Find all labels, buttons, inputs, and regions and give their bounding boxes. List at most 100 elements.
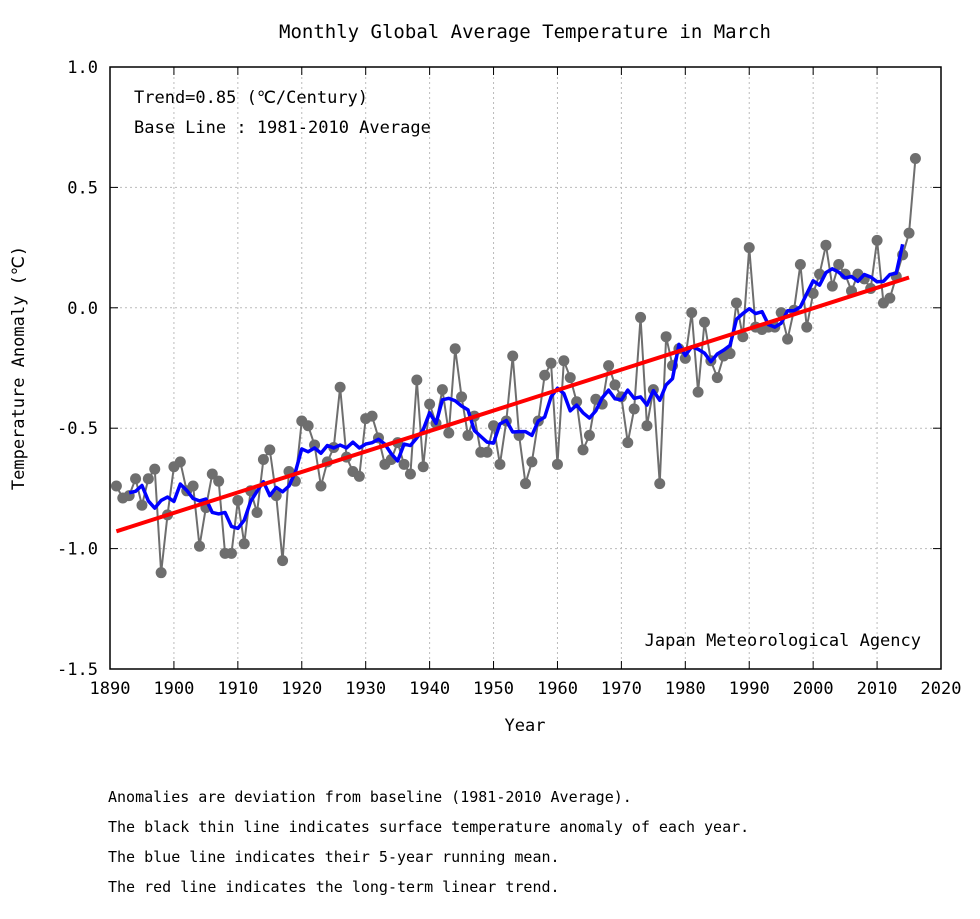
note-line: The black thin line indicates surface te… <box>108 818 750 836</box>
annual-anomaly-point <box>507 350 519 362</box>
annual-anomaly-point <box>909 153 921 165</box>
x-tick-label: 2000 <box>793 679 834 699</box>
annual-anomaly-point <box>136 499 148 511</box>
x-tick-label: 1970 <box>601 679 642 699</box>
y-tick-label: -0.5 <box>57 419 98 439</box>
annual-anomaly-point <box>884 292 896 304</box>
annual-anomaly-point <box>564 372 576 384</box>
annual-anomaly-point <box>545 357 557 369</box>
annual-anomaly-point <box>366 410 378 422</box>
annual-anomaly-point <box>660 331 672 343</box>
grid <box>109 66 942 670</box>
x-tick-label: 1990 <box>729 679 770 699</box>
x-tick-label: 1930 <box>345 679 386 699</box>
annual-anomaly-point <box>724 348 736 360</box>
annual-anomaly-point <box>257 454 269 466</box>
annual-anomaly-point <box>353 470 365 482</box>
annual-anomaly-point <box>456 391 468 403</box>
annual-anomaly-point <box>481 446 493 458</box>
annual-anomaly-point <box>903 227 915 239</box>
note-line: The red line indicates the long-term lin… <box>108 878 560 896</box>
annual-anomaly-point <box>251 506 263 518</box>
annual-anomaly-point <box>711 372 723 384</box>
note-line: Anomalies are deviation from baseline (1… <box>108 788 632 806</box>
annual-anomaly-point <box>628 403 640 415</box>
note-line: The blue line indicates their 5-year run… <box>108 848 560 866</box>
annual-anomaly-point <box>174 456 186 468</box>
annual-anomaly-point <box>801 321 813 333</box>
annual-anomaly-point <box>110 480 122 492</box>
annual-anomaly-point <box>488 420 500 432</box>
annual-anomaly-point <box>424 398 436 410</box>
annual-anomaly-point <box>155 567 167 579</box>
trend-annotation: Trend=0.85 (℃/Century) <box>134 88 368 108</box>
annual-anomaly-point <box>411 374 423 386</box>
x-tick-label: 1900 <box>153 679 194 699</box>
y-axis-label: Temperature Anomaly (℃) <box>9 246 29 490</box>
x-tick-label: 1950 <box>473 679 514 699</box>
annual-anomaly-point <box>436 384 448 396</box>
baseline-annotation: Base Line : 1981-2010 Average <box>134 118 431 138</box>
annual-anomaly-point <box>571 396 583 408</box>
annual-anomaly-point <box>213 475 225 487</box>
annual-anomaly-point <box>820 239 832 251</box>
annual-anomaly-point <box>743 242 755 254</box>
annual-anomaly-point <box>692 386 704 398</box>
annual-anomaly-point <box>609 379 621 391</box>
x-axis-label: Year <box>505 716 546 736</box>
annual-anomaly-point <box>264 444 276 456</box>
x-tick-label: 1940 <box>409 679 450 699</box>
x-tick-label: 2020 <box>921 679 962 699</box>
annual-anomaly-point <box>558 355 570 367</box>
x-tick-label: 1910 <box>217 679 258 699</box>
annual-anomaly-point <box>539 369 551 381</box>
annual-anomaly-point <box>871 234 883 246</box>
annual-anomaly-point <box>526 456 538 468</box>
x-tick-label: 1960 <box>537 679 578 699</box>
notes: Anomalies are deviation from baseline (1… <box>108 782 749 902</box>
annual-anomaly-point <box>206 468 218 480</box>
annual-anomaly-point <box>302 420 314 432</box>
chart-title: Monthly Global Average Temperature in Ma… <box>279 21 771 43</box>
annual-anomaly-point <box>520 478 531 490</box>
annual-anomaly-point <box>782 333 794 345</box>
annual-anomaly-point <box>462 429 474 441</box>
annual-anomaly-point <box>449 343 461 355</box>
annual-anomaly-point <box>686 307 698 319</box>
annual-anomaly-point <box>826 280 838 292</box>
annual-anomaly-point <box>232 494 244 506</box>
plot-frame <box>109 66 942 670</box>
y-tick-label: 0.0 <box>67 299 98 319</box>
annual-anomaly-point <box>807 287 819 299</box>
annual-anomaly-point <box>737 331 749 343</box>
annual-anomaly-point <box>149 463 161 475</box>
y-tick-label: -1.5 <box>57 660 98 680</box>
annual-anomaly-point <box>583 429 595 441</box>
annual-anomaly-point <box>238 538 250 550</box>
annual-anomaly-point <box>494 458 506 470</box>
annual-anomaly-point <box>730 297 742 309</box>
annual-anomaly-point <box>443 427 455 439</box>
source-annotation: Japan Meteorological Agency <box>645 631 921 651</box>
annual-anomaly-point <box>142 473 154 485</box>
x-tick-label: 1890 <box>90 679 131 699</box>
y-tick-label: 0.5 <box>67 178 98 198</box>
annual-anomaly-point <box>277 555 289 567</box>
x-tick-label: 2010 <box>857 679 898 699</box>
annual-anomaly-point <box>698 316 710 328</box>
annual-anomaly-point <box>622 437 634 449</box>
trend-line <box>115 275 910 534</box>
running-mean-line <box>128 243 905 531</box>
annual-anomaly-point <box>551 458 563 470</box>
annual-anomaly-point <box>833 258 845 270</box>
annual-anomaly-point <box>794 258 806 270</box>
annual-anomaly-point <box>679 352 691 364</box>
annual-anomaly-point <box>404 468 416 480</box>
axis-ticks: 1890 1900 1910 1920 1930 1940 1950 1960 1970 1980… <box>57 58 961 699</box>
annual-anomaly-point <box>641 420 653 432</box>
annual-anomaly-point <box>334 381 346 393</box>
annual-anomaly-point <box>130 473 142 485</box>
annual-anomaly-line <box>115 158 917 573</box>
annual-anomaly-point <box>603 360 615 372</box>
